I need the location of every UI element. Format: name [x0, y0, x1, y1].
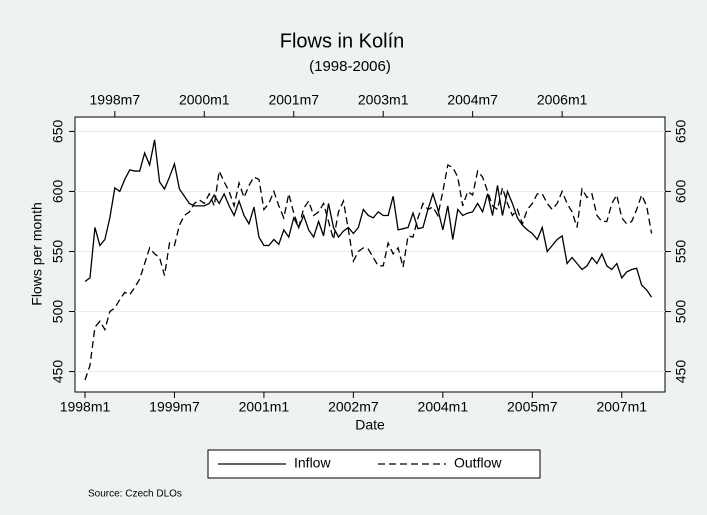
chart-title: Flows in Kolín [280, 30, 405, 52]
legend-label: Inflow [294, 455, 331, 471]
plot-area [74, 116, 666, 393]
x2-tick-label: 2003m1 [358, 92, 409, 108]
x2-tick-label: 2006m1 [537, 92, 588, 108]
source-note: Source: Czech DLOs [88, 489, 182, 500]
chart-subtitle: (1998-2006) [309, 58, 391, 75]
x-tick-label: 1998m1 [60, 399, 111, 415]
x2-tick-label: 2001m7 [268, 92, 319, 108]
x-tick-label: 2005m7 [507, 399, 558, 415]
y2-tick-label: 450 [673, 360, 689, 384]
x-tick-label: 1999m7 [149, 399, 200, 415]
y2-tick-label: 550 [673, 240, 689, 264]
series-line [84, 164, 653, 381]
series-line [84, 139, 653, 298]
y-tick-label: 450 [50, 360, 66, 384]
y2-tick-label: 650 [673, 120, 689, 144]
y2-tick-label: 600 [673, 180, 689, 204]
y2-tick-label: 500 [673, 300, 689, 324]
x-axis-label: Date [355, 417, 385, 433]
legend-label: Outflow [454, 455, 502, 471]
x-tick-label: 2007m1 [596, 399, 647, 415]
x-tick-label: 2004m1 [418, 399, 469, 415]
y-tick-label: 550 [50, 240, 66, 264]
y-tick-label: 650 [50, 120, 66, 144]
x2-tick-label: 2000m1 [179, 92, 230, 108]
x2-tick-label: 2004m7 [447, 92, 498, 108]
y-axis-label: Flows per month [29, 202, 45, 305]
y-tick-label: 600 [50, 180, 66, 204]
x-tick-label: 2001m1 [239, 399, 290, 415]
x2-tick-label: 1998m7 [90, 92, 141, 108]
x-tick-label: 2002m7 [328, 399, 379, 415]
y-tick-label: 500 [50, 300, 66, 324]
